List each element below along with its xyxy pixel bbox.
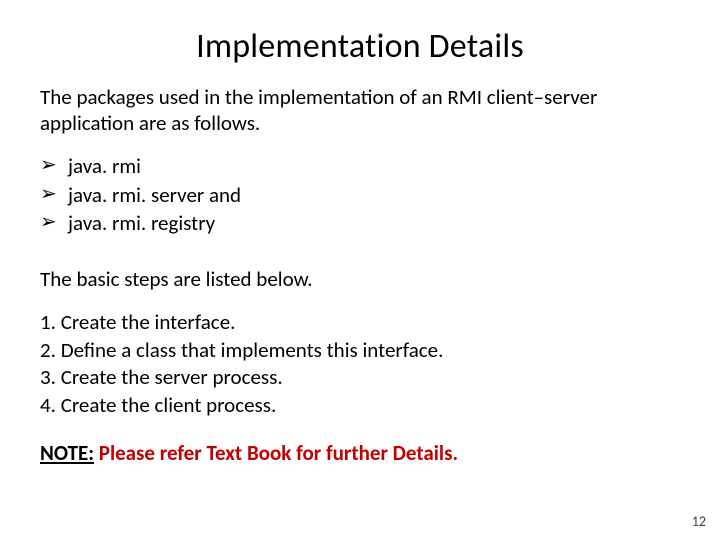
list-item: java. rmi. server and (40, 181, 680, 209)
note-label: NOTE: (40, 440, 94, 466)
list-item: java. rmi (40, 152, 680, 180)
list-item: 2. Define a class that implements this i… (40, 337, 680, 365)
steps-list: 1. Create the interface. 2. Define a cla… (40, 309, 680, 420)
package-list: java. rmi java. rmi. server and java. rm… (40, 152, 680, 237)
note-body: Please refer Text Book for further Detai… (99, 440, 458, 466)
intro-paragraph: The packages used in the implementation … (40, 85, 680, 136)
list-item: 3. Create the server process. (40, 364, 680, 392)
list-item: 4. Create the client process. (40, 392, 680, 420)
list-item: java. rmi. registry (40, 209, 680, 237)
slide: Implementation Details The packages used… (0, 0, 720, 540)
page-number: 12 (692, 513, 706, 530)
slide-title: Implementation Details (40, 26, 680, 67)
note-line: NOTE: Please refer Text Book for further… (40, 440, 680, 466)
steps-intro: The basic steps are listed below. (40, 267, 680, 293)
list-item: 1. Create the interface. (40, 309, 680, 337)
